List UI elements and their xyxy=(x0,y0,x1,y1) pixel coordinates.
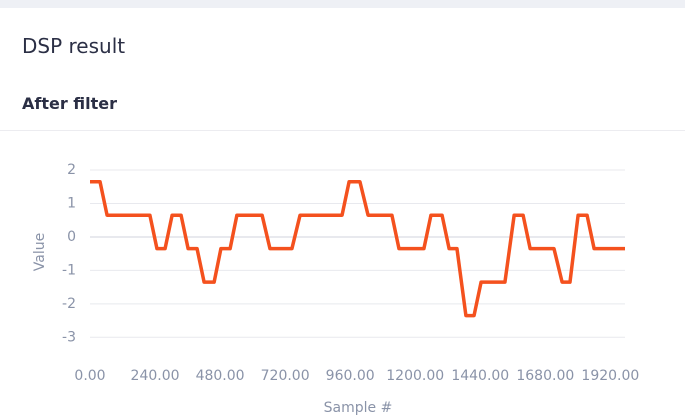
y-tick-label: 1 xyxy=(67,195,76,211)
x-tick-label: 0.00 xyxy=(74,368,105,384)
x-tick-label: 1680.00 xyxy=(516,368,574,384)
y-tick-label: 2 xyxy=(67,162,76,178)
section-title: After filter xyxy=(22,94,118,113)
x-axis-title: Sample # xyxy=(324,400,393,416)
data-line xyxy=(90,179,625,318)
x-tick-label: 1920.00 xyxy=(581,368,639,384)
y-tick-label: -3 xyxy=(62,329,76,345)
top-band xyxy=(0,0,685,8)
x-tick-label: 240.00 xyxy=(131,368,180,384)
x-tick-label: 1440.00 xyxy=(451,368,509,384)
x-tick-label: 960.00 xyxy=(326,368,375,384)
y-tick-label: 0 xyxy=(67,229,76,245)
y-axis-title: Value xyxy=(32,233,48,271)
divider xyxy=(0,130,685,131)
x-tick-label: 720.00 xyxy=(261,368,310,384)
page-title: DSP result xyxy=(22,34,126,58)
y-tick-label: -2 xyxy=(62,296,76,312)
x-tick-label: 1200.00 xyxy=(386,368,444,384)
y-tick-label: -1 xyxy=(62,262,76,278)
x-tick-label: 480.00 xyxy=(196,368,245,384)
